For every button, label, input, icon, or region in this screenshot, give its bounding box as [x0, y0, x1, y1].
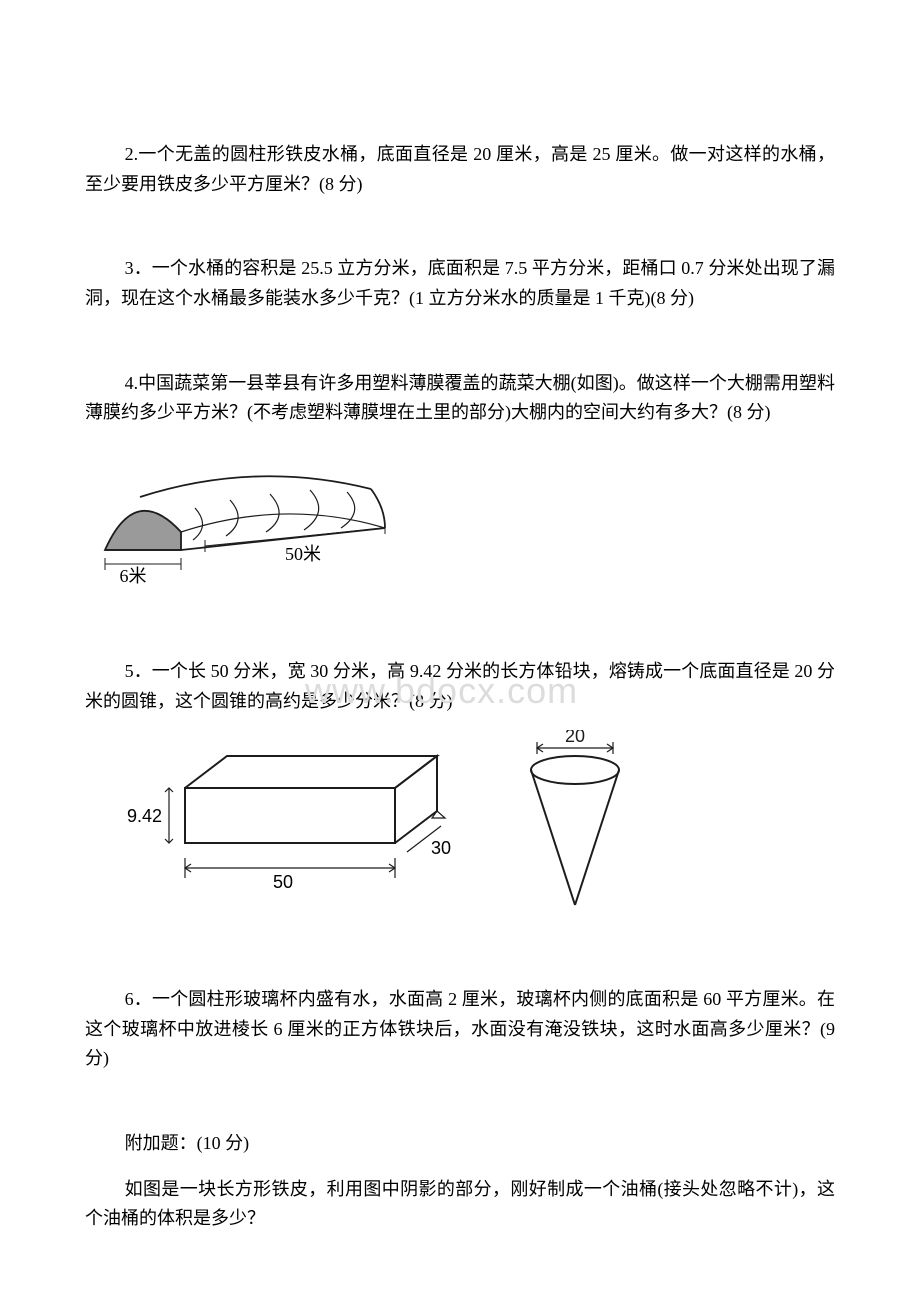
question-5-text: 5．一个长 50 分米，宽 30 分米，高 9.42 分米的长方体铅块，熔铸成一… — [85, 657, 835, 716]
question-4-text: 4.中国蔬菜第一县莘县有许多用塑料薄膜覆盖的蔬菜大棚(如图)。做这样一个大棚需用… — [85, 369, 835, 428]
dim-h: 9.42 — [127, 806, 162, 826]
greenhouse-svg: 6米 50米 — [85, 442, 405, 592]
dim-50m: 50米 — [285, 544, 321, 564]
cuboid-cone-figure: 9.42 50 30 — [115, 730, 835, 930]
question-2: 2.一个无盖的圆柱形铁皮水桶，底面直径是 20 厘米，高是 25 厘米。做一对这… — [85, 140, 835, 199]
extra-text: 如图是一块长方形铁皮，利用图中阴影的部分，刚好制成一个油桶(接头处忽略不计)，这… — [85, 1175, 835, 1234]
question-6: 6．一个圆柱形玻璃杯内盛有水，水面高 2 厘米，玻璃杯内侧的底面积是 60 平方… — [85, 985, 835, 1074]
dim-d: 20 — [565, 730, 585, 746]
greenhouse-figure: 6米 50米 — [85, 442, 835, 602]
question-3: 3．一个水桶的容积是 25.5 立方分米，底面积是 7.5 平方分米，距桶口 0… — [85, 254, 835, 313]
dim-l: 50 — [273, 872, 293, 892]
dim-6m: 6米 — [120, 566, 147, 586]
question-5: 5．一个长 50 分米，宽 30 分米，高 9.42 分米的长方体铅块，熔铸成一… — [85, 657, 835, 930]
dim-w: 30 — [431, 838, 451, 858]
question-2-text: 2.一个无盖的圆柱形铁皮水桶，底面直径是 20 厘米，高是 25 厘米。做一对这… — [85, 140, 835, 199]
extra-question: 附加题：(10 分) 如图是一块长方形铁皮，利用图中阴影的部分，刚好制成一个油桶… — [85, 1129, 835, 1234]
extra-heading: 附加题：(10 分) — [85, 1129, 835, 1159]
question-6-text: 6．一个圆柱形玻璃杯内盛有水，水面高 2 厘米，玻璃杯内侧的底面积是 60 平方… — [85, 985, 835, 1074]
question-3-text: 3．一个水桶的容积是 25.5 立方分米，底面积是 7.5 平方分米，距桶口 0… — [85, 254, 835, 313]
cuboid-cone-svg: 9.42 50 30 — [115, 730, 675, 920]
question-4: 4.中国蔬菜第一县莘县有许多用塑料薄膜覆盖的蔬菜大棚(如图)。做这样一个大棚需用… — [85, 369, 835, 602]
